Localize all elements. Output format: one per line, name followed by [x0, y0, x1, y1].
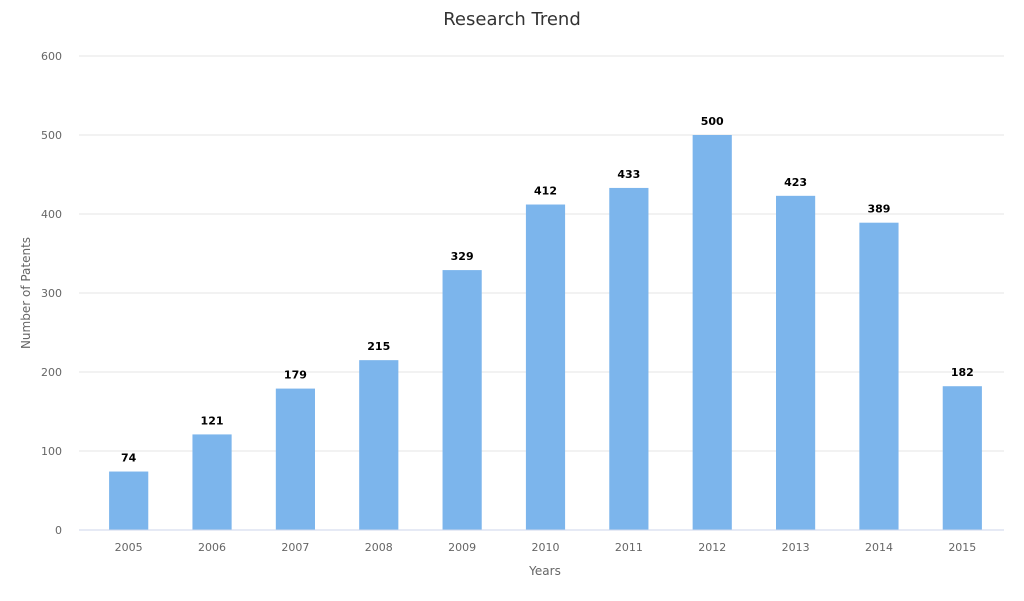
x-tick-label: 2013 — [782, 541, 810, 554]
x-tick-label: 2009 — [448, 541, 476, 554]
x-tick-label: 2010 — [532, 541, 560, 554]
data-label-2011: 433 — [617, 168, 640, 181]
y-tick-label: 400 — [41, 208, 62, 221]
data-label-2009: 329 — [451, 250, 474, 263]
x-axis-ticks: 2005 2006 2007 2008 2009 2010 2011 2012 2013 2014… — [115, 541, 977, 554]
bar-2012[interactable] — [692, 135, 732, 530]
data-label-2013: 423 — [784, 176, 807, 189]
bar-2014[interactable] — [859, 222, 899, 530]
bar-2010[interactable] — [525, 204, 566, 530]
bar-2008[interactable] — [359, 360, 399, 530]
y-tick-label: 600 — [41, 50, 62, 63]
x-axis-title: Years — [528, 564, 561, 578]
x-tick-label: 2012 — [698, 541, 726, 554]
y-tick-label: 300 — [41, 287, 62, 300]
data-label-2006: 121 — [201, 414, 224, 427]
x-tick-label: 2007 — [281, 541, 309, 554]
data-label-2010: 412 — [534, 185, 557, 198]
y-axis-title: Number of Patents — [19, 237, 33, 349]
x-tick-label: 2008 — [365, 541, 393, 554]
x-tick-label: 2011 — [615, 541, 643, 554]
chart-title: Research Trend — [443, 9, 581, 30]
x-tick-label: 2014 — [865, 541, 893, 554]
bar-2006[interactable] — [192, 434, 232, 530]
y-tick-label: 500 — [41, 129, 62, 142]
y-axis-ticks: 0 100 200 300 400 500 600 — [41, 50, 62, 537]
bar-2013[interactable] — [776, 195, 816, 530]
bar-2007[interactable] — [275, 388, 315, 530]
bar-2015[interactable] — [942, 386, 982, 530]
bars — [109, 135, 982, 530]
bar-2011[interactable] — [609, 187, 649, 530]
y-tick-label: 200 — [41, 366, 62, 379]
data-label-2014: 389 — [867, 203, 890, 216]
data-label-2007: 179 — [284, 369, 307, 382]
y-tick-label: 0 — [55, 524, 62, 537]
x-tick-label: 2005 — [115, 541, 143, 554]
bar-2005[interactable] — [109, 471, 149, 530]
data-label-2008: 215 — [367, 340, 390, 353]
data-label-2015: 182 — [951, 366, 974, 379]
x-tick-label: 2015 — [948, 541, 976, 554]
x-tick-label: 2006 — [198, 541, 226, 554]
data-labels: 74 121 179 215 329 412 433 500 423 389 182 — [121, 115, 974, 465]
bar-2009[interactable] — [442, 270, 482, 530]
y-tick-label: 100 — [41, 445, 62, 458]
data-label-2005: 74 — [121, 452, 137, 465]
data-label-2012: 500 — [701, 115, 724, 128]
